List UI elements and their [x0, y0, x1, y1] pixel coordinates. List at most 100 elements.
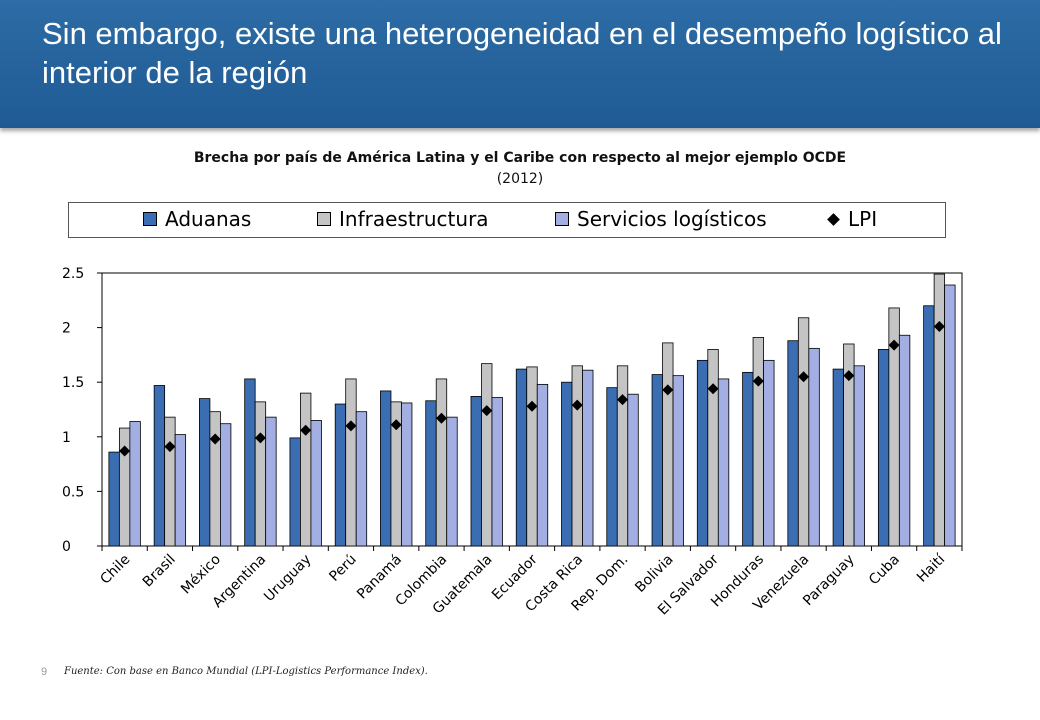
y-tick-label: 0	[62, 539, 71, 555]
bar-servicios	[446, 416, 458, 547]
bar-aduanas	[832, 368, 844, 547]
bar-infraestructura	[254, 401, 267, 547]
bar-infraestructura	[571, 365, 583, 547]
legend-label-infraestructura: Infraestructura	[339, 207, 489, 231]
legend-label-aduanas: Aduanas	[165, 207, 252, 231]
bar-servicios	[627, 393, 639, 547]
bar-aduanas	[651, 374, 663, 547]
bar-infraestructura	[707, 349, 719, 547]
bar-aduanas	[470, 395, 482, 547]
legend-item-lpi: LPI	[827, 207, 878, 231]
lpi-marker	[164, 441, 176, 453]
lpi-marker	[707, 383, 719, 395]
lpi-marker	[888, 339, 900, 351]
lpi-marker	[209, 433, 221, 445]
bar-infraestructura	[797, 317, 810, 547]
lpi-marker	[390, 419, 402, 431]
legend-swatch-servicios	[555, 212, 569, 226]
bar-aduanas	[742, 371, 754, 547]
bar-infraestructura	[209, 411, 221, 547]
bar-servicios	[491, 397, 503, 547]
chart-heading: Brecha por país de América Latina y el C…	[0, 150, 1040, 187]
bar-aduanas	[877, 349, 890, 547]
bar-servicios	[582, 369, 594, 547]
lpi-marker	[933, 321, 945, 333]
x-tick-label: Cuba	[866, 552, 903, 589]
legend-label-servicios: Servicios logísticos	[577, 207, 767, 231]
x-tick-label: Chile	[97, 552, 133, 588]
bar-servicios	[536, 383, 549, 547]
page-number: 9	[41, 666, 48, 678]
y-tick-label: 1	[62, 430, 71, 446]
y-tick-label: 2.5	[62, 266, 84, 282]
bar-servicios	[672, 375, 684, 547]
bar-servicios	[763, 359, 775, 547]
x-tick-label: México	[178, 552, 224, 598]
bar-aduanas	[561, 381, 573, 547]
y-tick-label: 1.5	[62, 375, 84, 391]
bar-aduanas	[153, 385, 166, 547]
legend-item-servicios: Servicios logísticos	[555, 207, 767, 231]
bar-aduanas	[425, 400, 437, 547]
bar-servicios	[808, 347, 820, 547]
bar-aduanas	[199, 398, 211, 547]
legend-swatch-aduanas	[143, 212, 157, 226]
bar-aduanas	[787, 340, 799, 547]
lpi-marker	[300, 424, 312, 436]
chart-title: Brecha por país de América Latina y el C…	[193, 150, 847, 166]
bar-infraestructura	[752, 337, 764, 547]
source-note: Fuente: Con base en Banco Mundial (LPI-L…	[64, 666, 428, 677]
bar-aduanas	[108, 451, 120, 547]
lpi-marker	[526, 400, 538, 412]
y-tick-label: 2	[62, 321, 71, 337]
bar-aduanas	[380, 390, 392, 547]
lpi-marker	[345, 420, 357, 432]
legend-label-lpi: LPI	[848, 207, 878, 231]
chart-subtitle: (2012)	[496, 171, 544, 187]
bar-aduanas	[334, 403, 347, 547]
legend-marker-lpi	[827, 212, 840, 226]
bar-infraestructura	[616, 365, 629, 547]
bar-infraestructura	[435, 378, 448, 547]
bar-aduanas	[696, 359, 709, 547]
bar-servicios	[853, 365, 865, 547]
legend-swatch-infraestructura	[317, 212, 331, 226]
legend-item-infraestructura: Infraestructura	[317, 207, 489, 231]
bar-infraestructura	[481, 363, 493, 547]
bar-infraestructura	[662, 342, 674, 547]
lpi-marker	[798, 371, 810, 383]
bar-servicios	[717, 378, 730, 547]
bar-aduanas	[244, 378, 256, 547]
x-tick-label: Haití	[914, 551, 949, 586]
x-tick-label: Perú	[326, 552, 359, 585]
bar-servicios	[129, 421, 141, 547]
lpi-marker	[843, 370, 855, 382]
chart-legend: Aduanas Infraestructura Servicios logíst…	[68, 202, 946, 238]
bar-servicios	[310, 420, 322, 547]
bar-servicios	[174, 434, 187, 547]
lpi-marker	[119, 445, 131, 457]
bar-servicios	[355, 411, 368, 547]
bar-servicios	[944, 284, 956, 547]
lpi-marker	[617, 394, 629, 406]
bar-servicios	[265, 416, 277, 547]
bar-infraestructura	[526, 366, 538, 547]
bar-aduanas	[515, 368, 528, 547]
lpi-marker	[571, 399, 583, 411]
slide-title: Sin embargo, existe una heterogeneidad e…	[42, 16, 1002, 90]
bar-servicios	[898, 334, 911, 547]
bar-infraestructura	[164, 416, 176, 547]
lpi-marker	[254, 432, 266, 444]
bar-infraestructura	[933, 273, 946, 547]
legend-item-aduanas: Aduanas	[143, 207, 251, 231]
lpi-marker	[662, 384, 674, 396]
bar-infraestructura	[300, 392, 312, 547]
bar-aduanas	[289, 437, 301, 547]
bar-aduanas	[923, 305, 935, 547]
title-bar: Sin embargo, existe una heterogeneidad e…	[0, 0, 1040, 128]
bar-aduanas	[606, 387, 618, 547]
x-tick-label: Bolivia	[632, 552, 676, 596]
y-tick-label: 0.5	[62, 484, 84, 500]
bar-servicios	[401, 402, 413, 547]
